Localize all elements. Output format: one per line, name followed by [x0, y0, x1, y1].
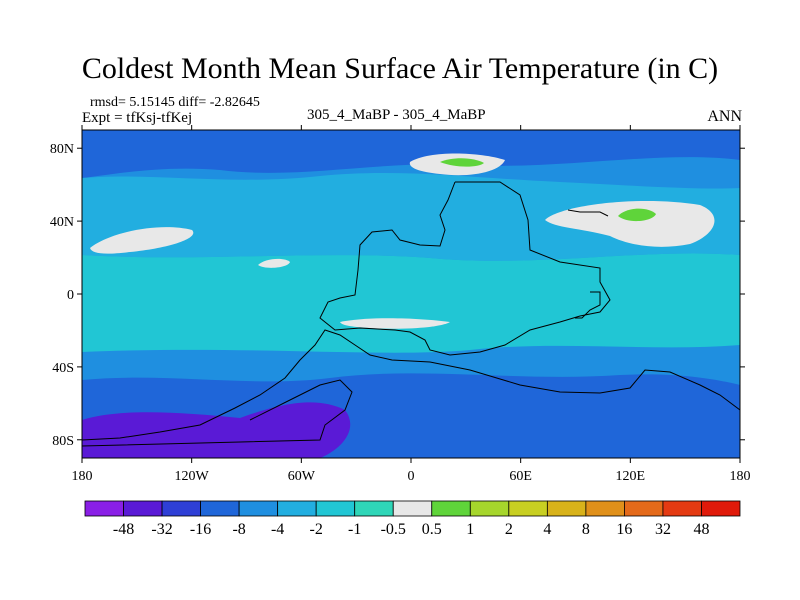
- y-tick-label: 40S: [52, 361, 74, 376]
- colorbar-label: -8: [232, 521, 245, 538]
- field-warm-asia: [618, 208, 656, 222]
- colorbar-swatch: [123, 500, 163, 517]
- colorbar-swatch: [315, 500, 356, 517]
- colorbar-swatch: [546, 500, 587, 517]
- field-warm-north: [440, 158, 484, 167]
- colorbar-swatch: [392, 500, 433, 517]
- x-tick-label: 120W: [175, 469, 210, 484]
- y-tick-label: 80S: [52, 434, 74, 449]
- colorbar-swatch: [662, 500, 702, 517]
- coastline-south: [82, 329, 740, 441]
- colorbar-swatch: [469, 500, 510, 517]
- field-region-north-mid: [82, 172, 740, 261]
- x-tick-label: 180: [72, 469, 93, 484]
- colorbar-label: 0.5: [422, 521, 442, 538]
- x-tick-label: 60E: [509, 469, 532, 484]
- colorbar-label: 4: [543, 521, 551, 538]
- colorbar-swatch: [354, 500, 394, 517]
- colorbar-label: 1: [466, 521, 474, 538]
- colorbar-swatch: [277, 500, 317, 517]
- y-tick-label: 0: [67, 288, 74, 303]
- axes: 180 120W 60W 0 60E 120E 180 80N 40N 0 40S 80S: [50, 125, 751, 484]
- field-patch-tropical: [340, 318, 450, 329]
- colorbar-swatch: [508, 500, 548, 517]
- chart-title: Coldest Month Mean Surface Air Temperatu…: [81, 52, 719, 85]
- subtitle-text: 305_4_MaBP - 305_4_MaBP: [307, 107, 486, 123]
- coastline-east-small: [575, 291, 601, 319]
- coastline-south-inner: [82, 379, 353, 447]
- colorbar-swatch: [624, 500, 664, 517]
- colorbar-label: 8: [582, 521, 590, 538]
- colorbar-label: -32: [151, 521, 172, 538]
- colorbar-label: 16: [616, 521, 632, 538]
- colorbar-swatch: [701, 500, 741, 517]
- colorbar-swatch: [238, 500, 279, 517]
- colorbar-label: -48: [113, 521, 134, 538]
- field-patch-pacific: [90, 227, 194, 254]
- colorbar-swatch: [161, 500, 201, 517]
- field-region-tropics: [82, 253, 740, 353]
- y-tick-label: 80N: [50, 142, 74, 157]
- colorbar-swatch: [84, 500, 124, 517]
- colorbar-swatch: [200, 500, 240, 517]
- colorbar-label: -4: [271, 521, 284, 538]
- season-label: ANN: [707, 108, 742, 125]
- colorbar-label: 2: [505, 521, 513, 538]
- colorbar-label: -0.5: [381, 521, 406, 538]
- temperature-field: [82, 130, 740, 458]
- colorbar-label: 48: [693, 521, 709, 538]
- field-region-north-polar: [82, 130, 740, 178]
- colorbar-swatch: [585, 500, 625, 517]
- coastline-pangea: [319, 181, 611, 356]
- coastline: [82, 181, 740, 447]
- x-tick-label: 60W: [288, 469, 316, 484]
- colorbar-label: -2: [310, 521, 323, 538]
- stats-text: rmsd= 5.15145 diff= -2.82645: [90, 95, 260, 110]
- y-tick-label: 40N: [50, 215, 74, 230]
- x-tick-label: 180: [730, 469, 751, 484]
- colorbar-swatch: [431, 500, 471, 517]
- expt-text: Expt = tfKsj-tfKej: [82, 110, 193, 126]
- colorbar-label: -16: [190, 521, 211, 538]
- colorbar: -48 -32 -16 -8 -4 -2 -1 -0.5 0.5 1 2 4 8 16 32 48: [84, 500, 741, 538]
- x-tick-label: 120E: [616, 469, 646, 484]
- field-patch-small: [258, 258, 290, 268]
- colorbar-label: -1: [348, 521, 361, 538]
- x-tick-label: 0: [408, 469, 415, 484]
- coastline-east-islands: [567, 209, 609, 217]
- colorbar-label: 32: [655, 521, 671, 538]
